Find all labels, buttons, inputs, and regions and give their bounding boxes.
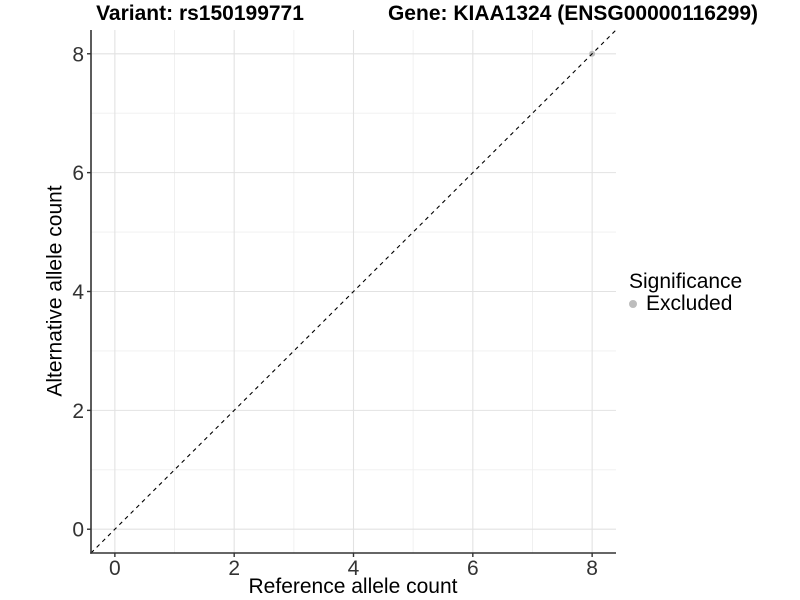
legend-entry-excluded: Excluded <box>629 293 742 314</box>
x-axis-title: Reference allele count <box>248 575 458 598</box>
x-tick-label: 6 <box>467 557 479 580</box>
legend: Significance Excluded <box>629 271 742 314</box>
excluded-point-icon <box>629 299 637 308</box>
x-tick-label: 8 <box>586 557 598 580</box>
y-tick-label: 8 <box>72 43 84 66</box>
identity-line <box>90 29 617 554</box>
legend-entry-label: Excluded <box>646 292 733 315</box>
y-tick-label: 0 <box>72 519 84 542</box>
y-tick-label: 2 <box>72 400 84 423</box>
y-axis-title: Alternative allele count <box>43 185 67 397</box>
x-tick-label: 2 <box>228 557 240 580</box>
plot-title-gene: Gene: KIAA1324 (ENSG00000116299) <box>387 2 759 25</box>
plot-title-variant: Variant: rs150199771 <box>96 2 304 25</box>
legend-title: Significance <box>629 270 743 293</box>
y-tick-label: 4 <box>72 281 84 304</box>
y-tick-label: 6 <box>72 162 84 185</box>
x-tick-label: 4 <box>348 557 360 580</box>
x-tick-label: 0 <box>109 557 121 580</box>
